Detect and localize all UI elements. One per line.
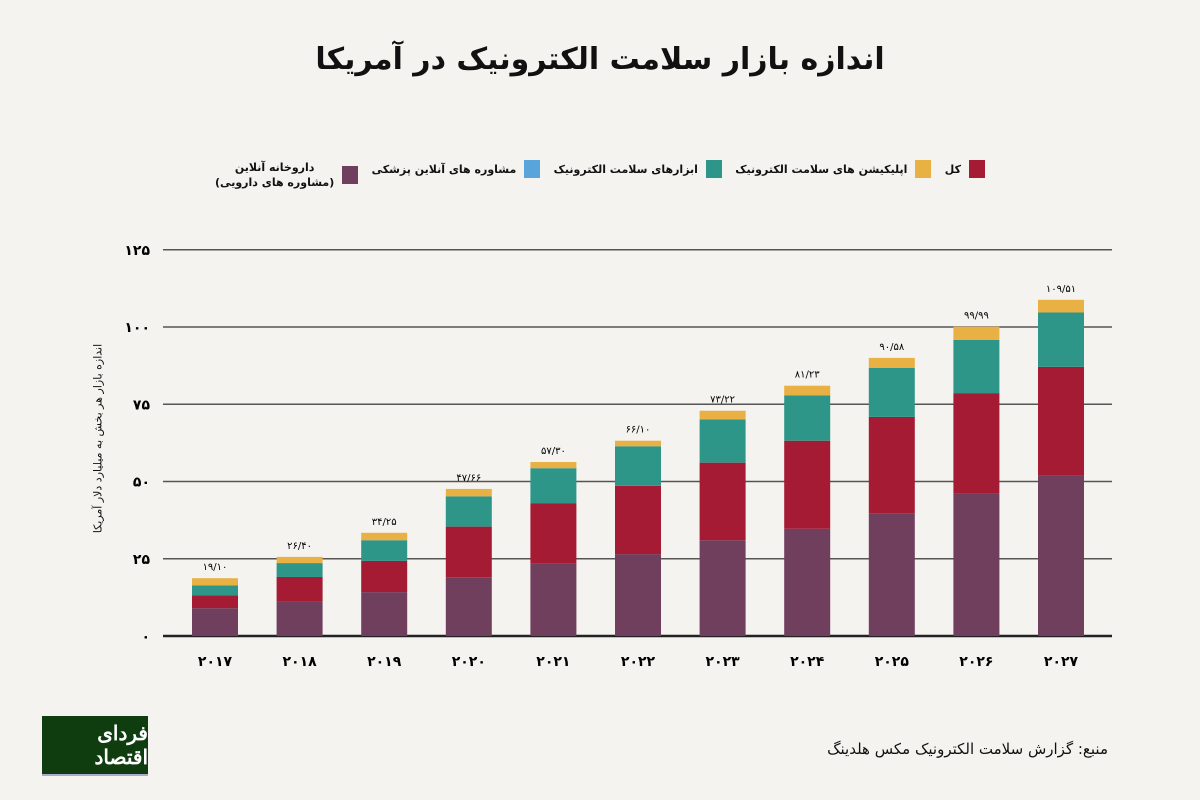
bar-segment (445, 488, 492, 497)
bar-total-label: ۹۹/۹۹ (964, 311, 989, 322)
bar-segment (953, 493, 1000, 636)
bar-segment (699, 410, 746, 420)
bar-total-label: ۲۶/۴۰ (287, 541, 312, 552)
bar-total-label: ۶۶/۱۰ (626, 425, 651, 436)
legend-swatch (915, 160, 932, 178)
bar-segment (276, 556, 323, 564)
bar-total-label: ۴۷/۶۶ (456, 473, 481, 484)
x-tick-label: ۲۰۲۷ (1044, 654, 1079, 670)
bar-segment (953, 393, 1000, 494)
legend-item-total: کل (945, 160, 985, 178)
bar-segment (784, 385, 831, 396)
bar-total-label: ۱۹/۱۰ (203, 562, 228, 573)
bar-segment (361, 540, 408, 561)
bar-total-label: ۸۱/۲۳ (795, 370, 820, 381)
legend-label: اپلیکیشن های سلامت الکترونیک (735, 162, 908, 176)
legend: داروخانه آنلاین (مشاوره های دارویی) مشاور… (215, 160, 985, 190)
legend-swatch (705, 160, 722, 178)
x-tick-label: ۲۰۱۹ (367, 654, 402, 670)
x-tick-label: ۲۰۲۶ (959, 654, 993, 670)
bar-segment (361, 532, 408, 541)
bar-segment (361, 560, 408, 593)
bar-segment (276, 563, 323, 577)
bar-total-label: ۷۳/۲۲ (710, 395, 735, 406)
x-tick-label: ۲۰۲۱ (536, 654, 570, 670)
x-tick-label: ۲۰۲۳ (706, 654, 741, 670)
y-tick-label: ۱۲۵ (124, 243, 150, 259)
legend-swatch (969, 160, 985, 178)
y-tick-label: ۱۰۰ (124, 320, 150, 336)
bar-segment (276, 601, 323, 636)
source-note: منبع: گزارش سلامت الکترونیک مکس هلدینگ (827, 740, 1108, 758)
x-tick-label: ۲۰۲۵ (875, 654, 910, 670)
bar-total-label: ۳۴/۲۵ (372, 517, 397, 528)
bar-segment (445, 496, 492, 527)
y-tick-label: ۰ (141, 629, 150, 645)
legend-item-ehealth-apps: اپلیکیشن های سلامت الکترونیک (735, 160, 932, 178)
bar-segment (445, 577, 492, 636)
bar-segment (784, 395, 831, 441)
bar-segment (784, 440, 831, 529)
legend-item-ehealth-tools: ابزارهای سلامت الکترونیک (554, 160, 722, 178)
bar-segment (953, 339, 1000, 394)
bar-segment (1038, 299, 1084, 313)
legend-label-sub: (مشاوره های دارویی) (215, 176, 335, 189)
legend-swatch (342, 166, 359, 184)
legend-label: داروخانه آنلاین (234, 161, 315, 174)
legend-label: ابزارهای سلامت الکترونیک (553, 162, 698, 176)
bar-segment (1038, 312, 1084, 367)
bar-segment (445, 526, 492, 578)
bar-segment (953, 326, 1000, 340)
x-tick-label: ۲۰۱۸ (283, 654, 318, 670)
bar-segment (868, 357, 915, 368)
bar-segment (530, 563, 577, 636)
bar-segment (615, 440, 661, 447)
legend-item-online-consult: مشاوره های آنلاین پزشکی (372, 160, 541, 178)
bar-segment (192, 595, 238, 609)
bar-segment (868, 416, 915, 514)
x-tick-label: ۲۰۲۰ (452, 654, 486, 670)
x-tick-label: ۲۰۲۲ (621, 654, 656, 670)
bar-segment (361, 592, 408, 636)
bar-segment (192, 585, 238, 596)
y-tick-label: ۵۰ (133, 475, 150, 491)
bar-segment (615, 485, 661, 555)
bar-segment (615, 554, 661, 636)
legend-item-online-pharmacy: داروخانه آنلاین (مشاوره های دارویی) (215, 160, 359, 190)
bar-segment (530, 462, 577, 469)
brand-logo: فردای اقتصاد (42, 716, 148, 776)
bar-segment (784, 528, 831, 636)
bar-segment (699, 419, 746, 463)
bar-segment (192, 608, 238, 636)
bar-segment (699, 540, 746, 636)
bar-segment (192, 578, 238, 586)
bar-segment (1038, 366, 1084, 476)
y-tick-label: ۷۵ (133, 397, 151, 413)
bar-segment (1038, 475, 1084, 636)
bar-segment (699, 462, 746, 541)
y-tick-label: ۲۵ (133, 552, 151, 568)
x-tick-label: ۲۰۱۷ (198, 654, 233, 670)
legend-label: کل (944, 162, 961, 176)
bar-segment (530, 468, 577, 504)
bar-total-label: ۱۰۹/۵۱ (1046, 284, 1076, 295)
x-tick-label: ۲۰۲۴ (790, 654, 825, 670)
bar-segment (868, 367, 915, 417)
bar-segment (530, 503, 577, 564)
chart-title: اندازه بازار سلامت الکترونیک در آمریکا (315, 42, 885, 77)
legend-swatch (524, 160, 541, 178)
bar-segment (615, 446, 661, 486)
bar-total-label: ۹۰/۵۸ (879, 342, 904, 353)
bar-segment (868, 513, 915, 636)
logo-text: فردای اقتصاد (94, 721, 149, 769)
legend-label: مشاوره های آنلاین پزشکی (371, 162, 517, 176)
bar-segment (276, 576, 323, 602)
bar-total-label: ۵۷/۳۰ (541, 446, 566, 457)
